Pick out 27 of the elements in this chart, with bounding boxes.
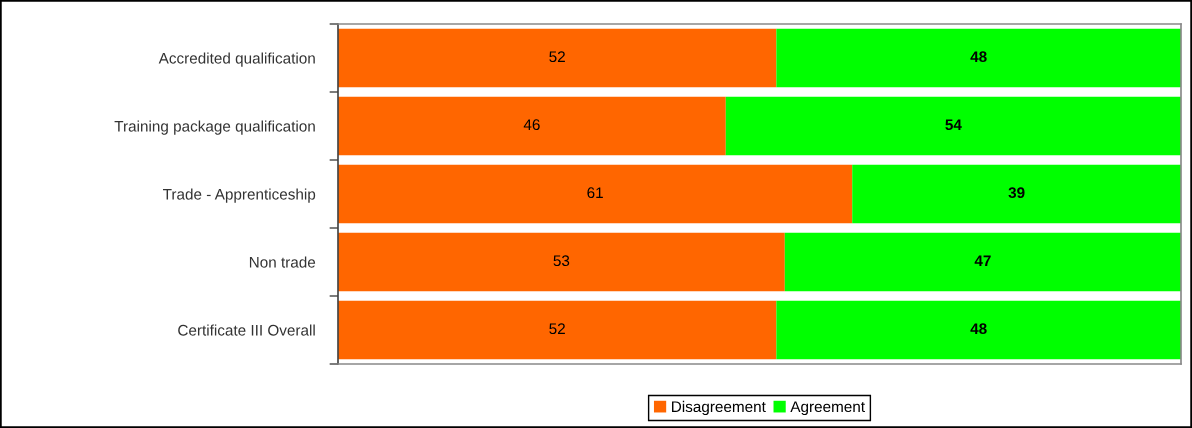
y-tick-label: Accredited qualification <box>158 52 315 67</box>
bar <box>338 164 853 224</box>
bar <box>338 96 726 156</box>
legend-label: Disagreement <box>672 400 766 416</box>
data-label: 54 <box>945 119 962 131</box>
bar <box>784 232 1181 292</box>
y-tick-label: Certificate III Overall <box>178 324 315 336</box>
y-tick-label: Trade - Apprenticeship <box>162 188 316 203</box>
data-label: 47 <box>974 255 991 266</box>
data-label: 48 <box>970 323 987 335</box>
bar <box>852 164 1181 224</box>
bar <box>338 300 777 360</box>
y-tick-label: Non trade <box>249 256 316 268</box>
y-tick-label: Training package qualification <box>114 120 315 135</box>
data-label: 61 <box>587 187 603 199</box>
data-label: 52 <box>549 51 565 63</box>
data-label: 48 <box>970 51 987 63</box>
bar <box>338 28 777 88</box>
data-label: 39 <box>1008 187 1025 199</box>
data-label: 46 <box>523 119 540 131</box>
legend-label: Agreement <box>790 401 865 416</box>
bar <box>338 232 785 292</box>
data-label: 52 <box>549 323 565 335</box>
bar <box>776 28 1181 88</box>
data-label: 53 <box>553 255 570 267</box>
bar <box>725 96 1181 156</box>
bar <box>776 300 1181 360</box>
